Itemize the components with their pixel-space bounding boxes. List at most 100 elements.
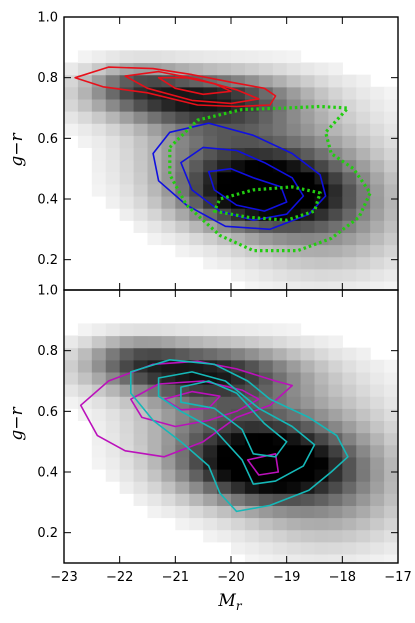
top-heatmap-cell bbox=[203, 256, 218, 270]
bottom-heatmap-cell bbox=[231, 493, 246, 506]
top-heatmap-cell bbox=[328, 293, 343, 306]
top-heatmap-cell bbox=[119, 111, 135, 124]
bottom-heatmap-cell bbox=[342, 529, 357, 543]
bottom-heatmap-cell bbox=[231, 323, 246, 337]
top-heatmap-cell bbox=[175, 135, 190, 149]
top-heatmap-cell bbox=[258, 280, 274, 290]
bottom-heatmap-cell bbox=[370, 505, 385, 519]
bottom-heatmap-cell bbox=[314, 444, 330, 458]
top-heatmap-cell bbox=[203, 220, 218, 233]
top-contour-1-level-2 bbox=[207, 167, 288, 212]
bottom-heatmap-cell bbox=[314, 468, 330, 482]
top-heatmap-cell bbox=[175, 50, 190, 64]
top-heatmap-cell bbox=[231, 256, 246, 270]
bottom-heatmap-cell bbox=[328, 444, 343, 458]
bottom-heatmap-cell bbox=[356, 481, 371, 494]
bottom-heatmap-cell bbox=[314, 505, 330, 519]
bottom-heatmap-cell bbox=[384, 396, 398, 409]
top-heatmap-cell bbox=[328, 86, 343, 100]
top-heatmap-cell bbox=[244, 220, 260, 233]
top-heatmap-cell bbox=[175, 232, 190, 246]
top-heatmap-cell bbox=[175, 111, 190, 124]
bottom-heatmap-cell bbox=[105, 347, 121, 361]
bottom-heatmap-cell bbox=[398, 433, 413, 446]
bottom-heatmap-cell bbox=[64, 371, 79, 385]
bottom-heatmap-cell bbox=[105, 420, 121, 434]
top-heatmap-cell bbox=[342, 293, 357, 306]
bottom-heatmap-cell bbox=[398, 457, 413, 470]
top-heatmap-cell bbox=[398, 245, 413, 258]
bottom-heatmap-cell bbox=[328, 335, 343, 349]
top-heatmap-cell bbox=[105, 62, 121, 76]
top-heatmap-cell bbox=[189, 220, 204, 233]
top-heatmap-cell bbox=[133, 208, 149, 221]
bottom-heatmap-cell bbox=[217, 468, 232, 482]
bottom-heatmap-cell bbox=[286, 396, 302, 409]
bottom-heatmap-cell bbox=[217, 444, 232, 458]
bottom-heatmap-cell bbox=[119, 432, 135, 446]
bottom-heatmap-cell bbox=[175, 420, 190, 434]
top-heatmap-cell bbox=[119, 195, 135, 209]
bottom-heatmap-cell bbox=[286, 323, 302, 337]
bottom-heatmap-cell bbox=[244, 347, 260, 361]
top-heatmap-cell bbox=[398, 269, 413, 282]
bottom-heatmap-cell bbox=[64, 384, 65, 397]
bottom-heatmap-cell bbox=[370, 384, 385, 397]
bottom-heatmap-cell bbox=[314, 347, 330, 361]
bottom-heatmap-cell bbox=[105, 359, 121, 373]
bottom-heatmap-cell bbox=[77, 335, 93, 349]
top-heatmap-cell bbox=[189, 232, 204, 246]
bottom-heatmap-cell bbox=[175, 408, 190, 422]
top-heatmap-cell bbox=[119, 123, 135, 136]
top-heatmap-cell bbox=[328, 280, 343, 290]
top-heatmap-cell bbox=[272, 135, 288, 149]
top-heatmap-cell bbox=[147, 220, 163, 233]
top-heatmap-cell bbox=[203, 62, 218, 76]
bottom-heatmap-cell bbox=[370, 541, 385, 555]
top-heatmap-cell bbox=[133, 171, 149, 185]
bottom-heatmap-cell bbox=[272, 505, 288, 519]
top-contour-2-level-1 bbox=[212, 185, 322, 222]
top-heatmap-cell bbox=[328, 208, 343, 221]
top-heatmap-cell bbox=[231, 74, 246, 88]
bottom-heatmap-cell bbox=[300, 468, 316, 482]
bottom-heatmap-cell bbox=[91, 347, 107, 361]
bottom-heatmap-cell bbox=[105, 335, 121, 349]
bottom-heatmap-cell bbox=[133, 493, 149, 506]
top-heatmap-cell bbox=[189, 183, 204, 197]
bottom-heatmap-cell bbox=[272, 541, 288, 555]
bottom-heatmap-cell bbox=[175, 505, 190, 519]
top-heatmap-cell bbox=[272, 171, 288, 185]
bottom-heatmap-cell bbox=[300, 347, 316, 361]
bottom-heatmap-cell bbox=[398, 481, 413, 494]
top-heatmap-cell bbox=[161, 220, 176, 233]
top-heatmap-cell bbox=[314, 123, 330, 136]
bottom-heatmap-cell bbox=[286, 481, 302, 494]
top-heatmap-cell bbox=[384, 183, 398, 197]
bottom-heatmap-cell bbox=[91, 359, 107, 373]
bottom-heatmap-cell bbox=[398, 420, 413, 433]
bottom-heatmap-cell bbox=[356, 493, 371, 506]
bottom-heatmap-cell bbox=[342, 541, 357, 555]
top-heatmap-cell bbox=[370, 98, 385, 112]
bottom-heatmap-cell bbox=[161, 323, 176, 337]
bottom-heatmap-cell bbox=[328, 541, 343, 555]
top-heatmap-cell bbox=[314, 74, 330, 88]
top-heatmap-cell bbox=[272, 62, 288, 76]
top-heatmap-cell bbox=[398, 160, 413, 173]
top-heatmap-cell bbox=[286, 159, 302, 173]
top-heatmap-cell bbox=[286, 111, 302, 124]
bottom-heatmap-cell bbox=[189, 517, 204, 531]
bottom-heatmap-cell bbox=[370, 456, 385, 470]
bottom-heatmap-cell bbox=[286, 553, 302, 563]
top-heatmap-cell bbox=[244, 135, 260, 149]
top-heatmap-cell bbox=[370, 195, 385, 209]
top-heatmap-cell bbox=[105, 135, 121, 149]
top-y-tick-label: 0.2 bbox=[37, 253, 58, 268]
bottom-heatmap-cell bbox=[119, 323, 135, 337]
bottom-heatmap-cell bbox=[147, 323, 163, 337]
bottom-heatmap-cell bbox=[258, 420, 274, 434]
bottom-heatmap-cell bbox=[356, 553, 371, 563]
bottom-heatmap-cell bbox=[384, 481, 398, 494]
